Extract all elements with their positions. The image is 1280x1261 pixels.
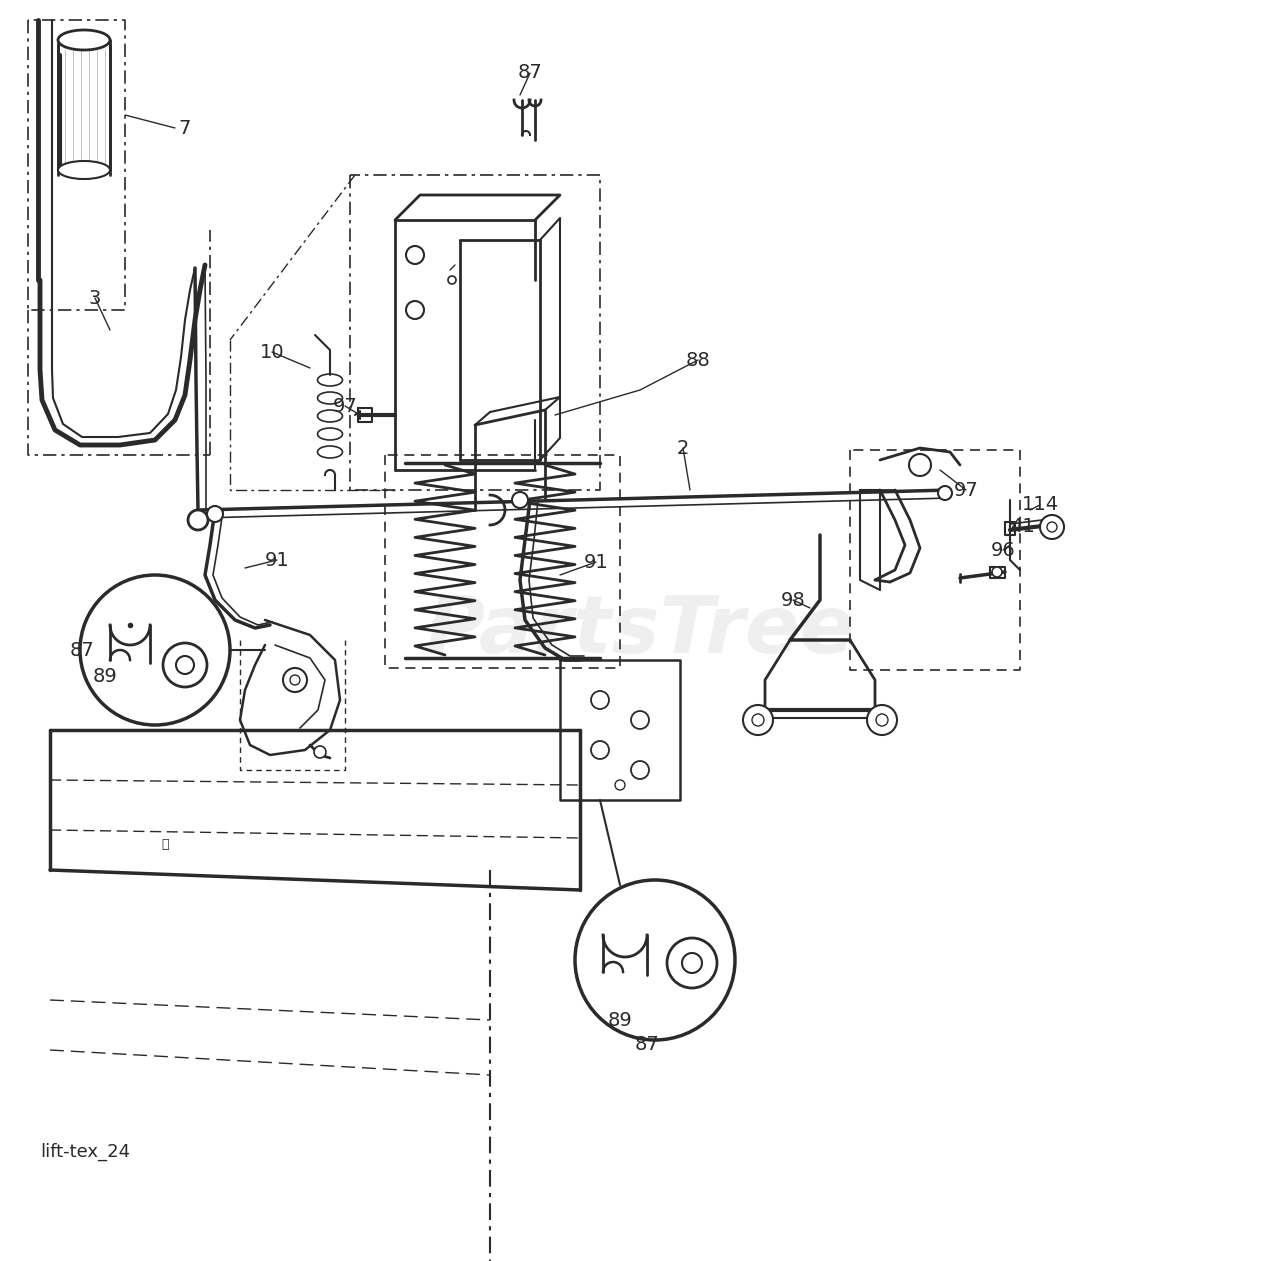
Text: 87: 87: [635, 1035, 659, 1054]
Circle shape: [742, 705, 773, 735]
Circle shape: [283, 668, 307, 692]
Text: PartsTree: PartsTree: [425, 591, 855, 670]
Text: 41: 41: [1010, 517, 1034, 536]
Text: 89: 89: [92, 667, 118, 686]
Circle shape: [591, 691, 609, 709]
Ellipse shape: [58, 30, 110, 50]
Text: 10: 10: [260, 343, 284, 362]
Circle shape: [682, 953, 701, 973]
Circle shape: [876, 714, 888, 726]
Circle shape: [291, 675, 300, 685]
Circle shape: [631, 760, 649, 779]
Text: 88: 88: [686, 351, 710, 369]
Circle shape: [1047, 522, 1057, 532]
Circle shape: [188, 509, 207, 530]
Text: 96: 96: [991, 541, 1015, 560]
Text: ⌒: ⌒: [161, 839, 169, 851]
Circle shape: [867, 705, 897, 735]
Text: 3: 3: [88, 289, 101, 308]
Ellipse shape: [58, 161, 110, 179]
Circle shape: [163, 643, 207, 687]
Text: 114: 114: [1021, 496, 1059, 514]
Circle shape: [314, 747, 326, 758]
Text: 98: 98: [781, 590, 805, 609]
Circle shape: [79, 575, 230, 725]
Text: 97: 97: [954, 480, 978, 499]
Circle shape: [406, 246, 424, 264]
Text: 87: 87: [69, 641, 95, 660]
Text: lift-tex_24: lift-tex_24: [40, 1142, 131, 1161]
Circle shape: [992, 567, 1002, 578]
Circle shape: [591, 741, 609, 759]
Text: 91: 91: [265, 551, 289, 570]
Circle shape: [575, 880, 735, 1040]
Circle shape: [1039, 514, 1064, 538]
Circle shape: [512, 492, 529, 508]
Circle shape: [207, 506, 223, 522]
Text: 97: 97: [333, 396, 357, 416]
Circle shape: [614, 781, 625, 789]
Text: 7: 7: [179, 119, 191, 137]
Circle shape: [631, 711, 649, 729]
Circle shape: [938, 485, 952, 501]
Circle shape: [406, 301, 424, 319]
Text: 91: 91: [584, 552, 608, 571]
Circle shape: [448, 276, 456, 284]
Circle shape: [753, 714, 764, 726]
Text: 87: 87: [517, 63, 543, 82]
Circle shape: [667, 938, 717, 989]
Circle shape: [177, 656, 195, 673]
Text: 89: 89: [608, 1010, 632, 1029]
Circle shape: [909, 454, 931, 475]
Text: 2: 2: [677, 439, 689, 458]
